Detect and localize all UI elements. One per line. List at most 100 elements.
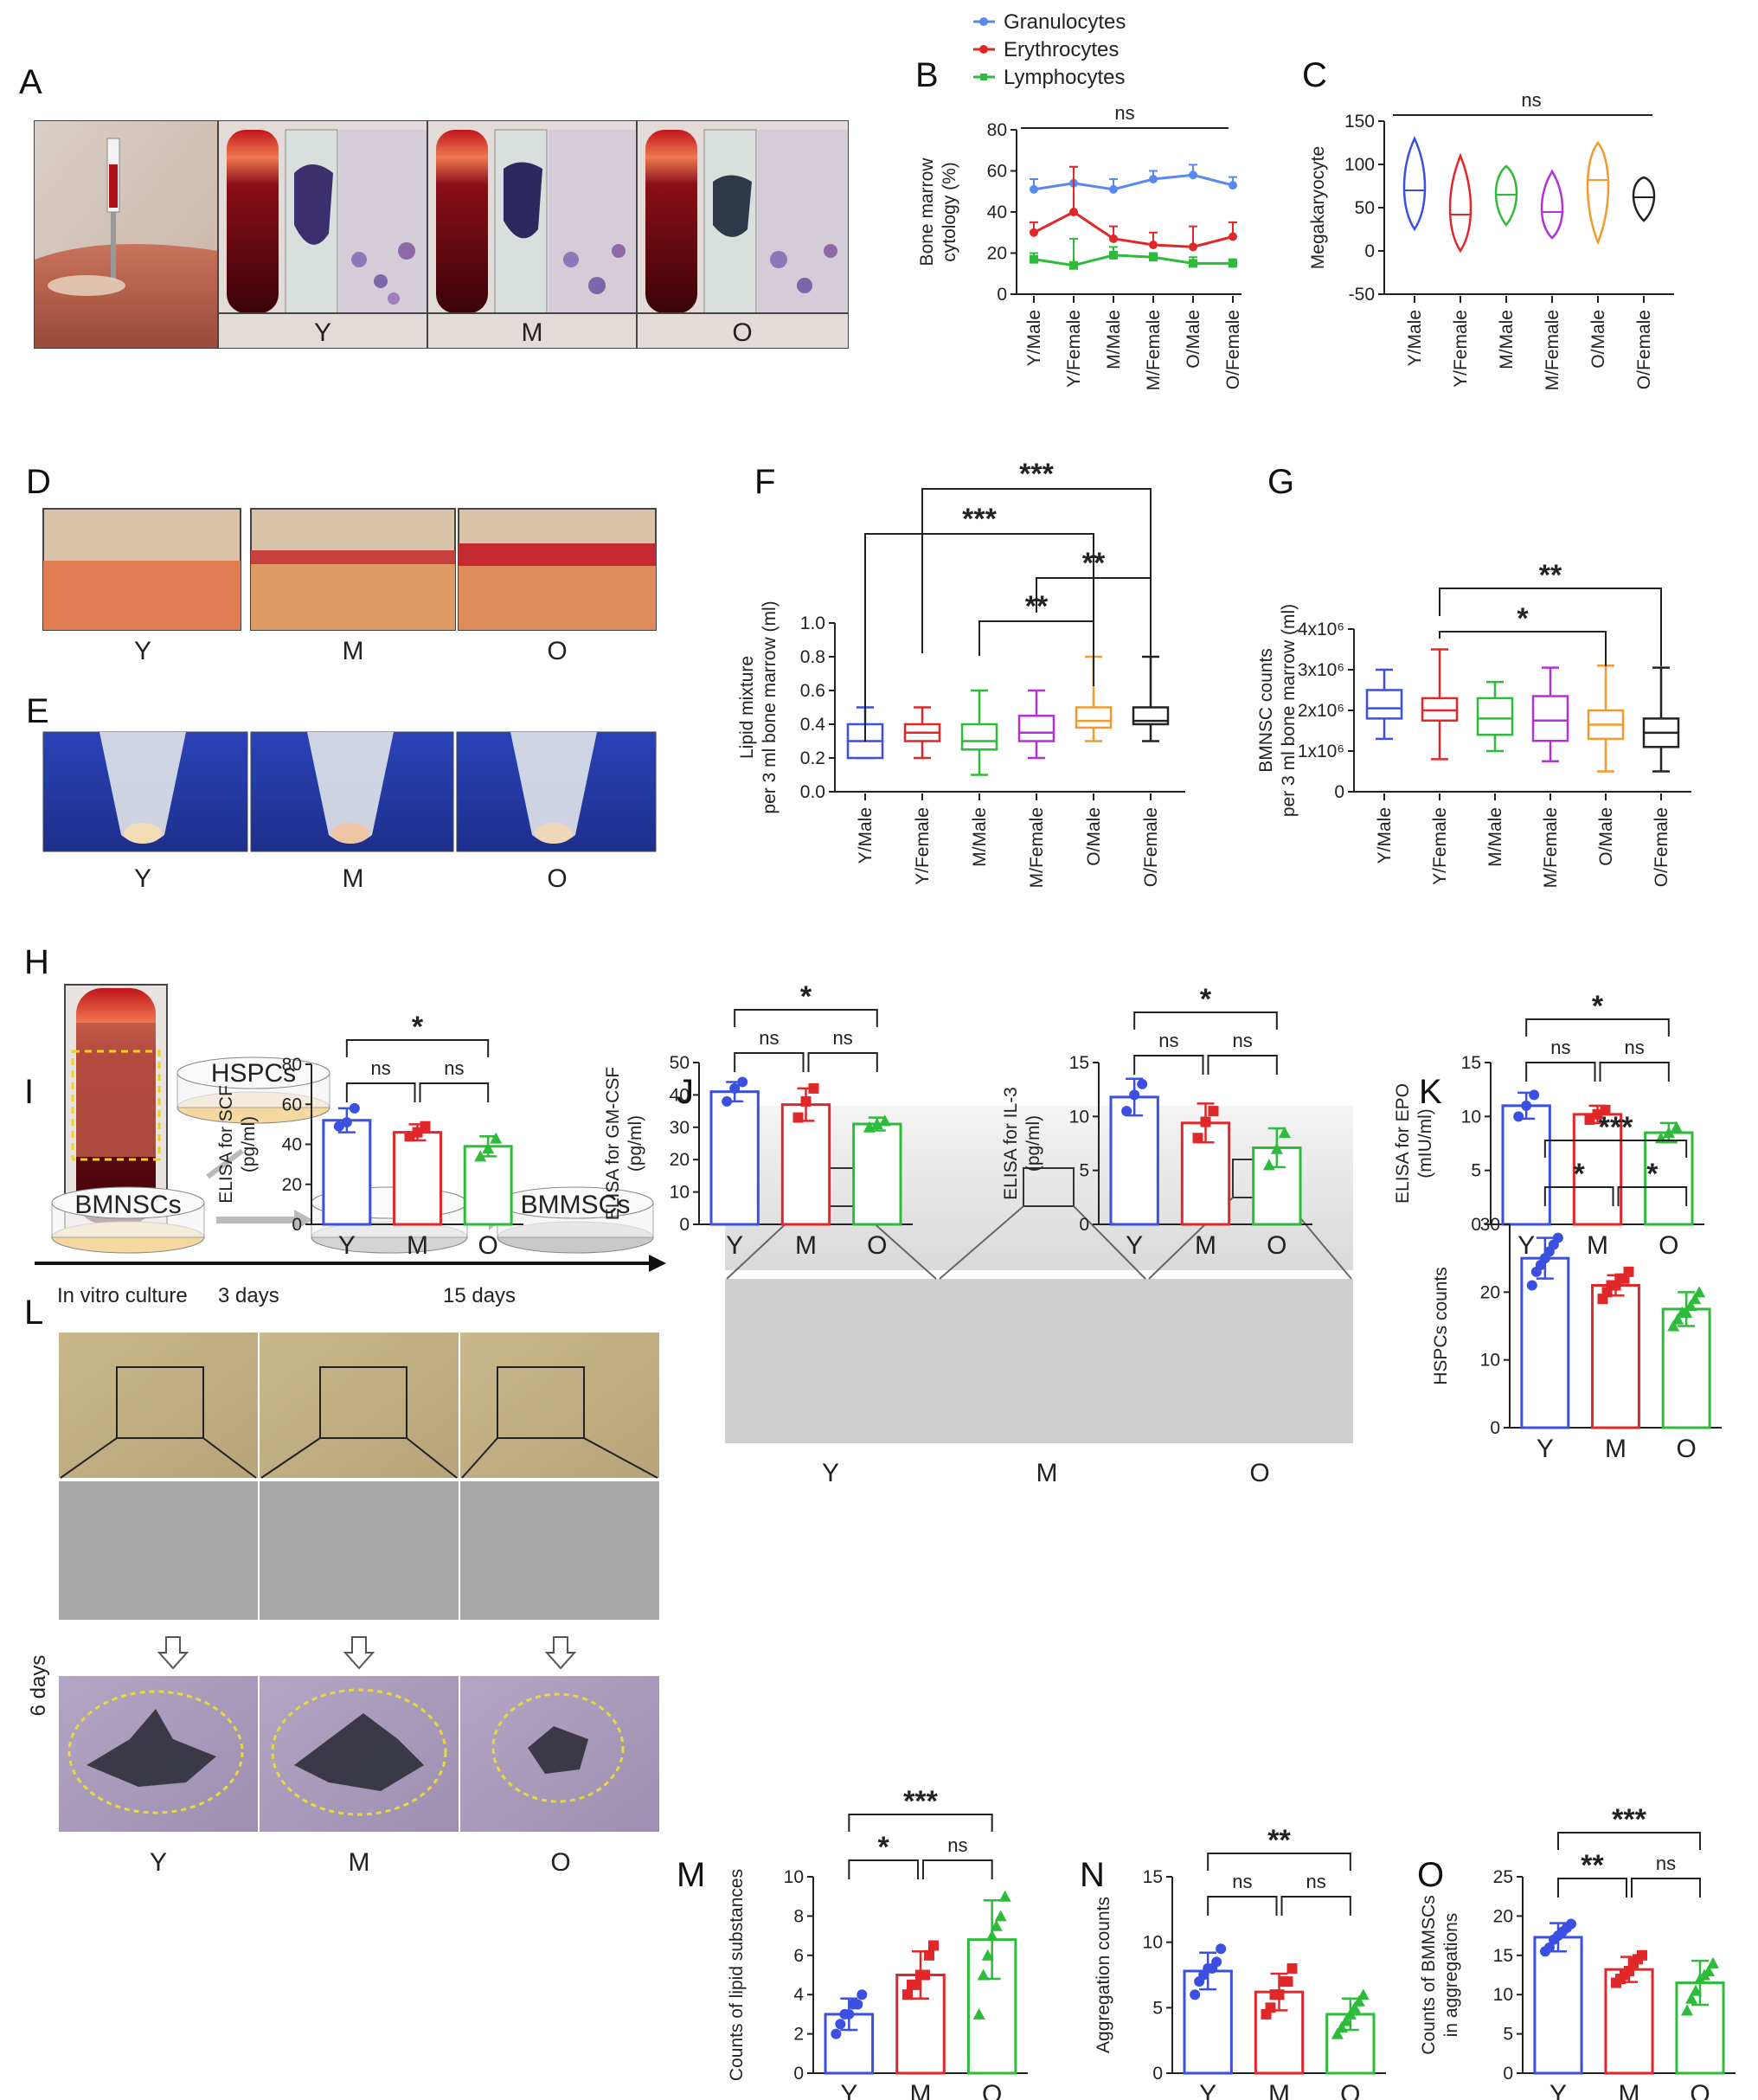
y-tick-label: 1x10⁶ [1298,742,1344,761]
sig-label: * [800,980,812,1013]
chart-b: 0 20 40 60 80 Bone marrow cytology (%) Y/Male Y/… [917,102,1243,390]
data-point [1624,1965,1634,1976]
sig-bracket [1543,1186,1614,1206]
data-point [1684,1300,1697,1311]
bar [709,1090,760,1226]
panel-letter-d: D [26,463,51,501]
y-tick-label: 10 [1143,1933,1163,1953]
data-point [490,1132,503,1144]
data-point [1707,1956,1719,1968]
y-tick-label: 5 [1079,1161,1089,1181]
sig-bracket [921,488,1152,653]
x-tick-label: Y/Female [1430,807,1450,885]
violin [1448,152,1472,254]
box [1075,706,1113,729]
x-tick-label: O/Female [1223,310,1243,389]
y-tick-label: 60 [282,1095,302,1114]
data-point [1526,1280,1537,1291]
data-point [1149,241,1158,249]
bar [322,1119,372,1226]
data-point [1552,1232,1563,1243]
sig-bracket [1207,1896,1278,1916]
data-point [1339,2014,1352,2026]
series-line [1033,173,1234,191]
panel-a-label-y: Y [314,318,331,347]
y-tick-label: 0 [292,1215,302,1235]
y-tick-label: 100 [1344,155,1375,175]
y-tick-label: 150 [1344,112,1375,132]
y-axis-label: ELISA for IL-3 [1001,1087,1021,1200]
y-tick-label: 15 [1493,1946,1513,1966]
legend-b: Granulocytes Erythrocytes Lymphocytes [973,10,1126,89]
data-point [722,1095,733,1107]
data-point [1637,1949,1647,1961]
sig-bracket [1207,1853,1351,1871]
sig-bracket [1133,1011,1278,1030]
x-tick-label: M/Male [1497,310,1517,369]
y-tick-label: 10 [670,1183,690,1203]
bar [1501,1104,1551,1226]
data-point [1667,1320,1680,1332]
y-axis-label: Counts of BMMSCs [1419,1895,1439,2054]
data-point [1229,259,1237,268]
data-point [924,1949,934,1961]
panel-e-label-o: O [547,864,567,893]
data-point [1623,1266,1634,1277]
x-tick-label: O/Female [1634,310,1654,389]
y-tick-label: 20 [282,1175,302,1195]
data-point [1670,1121,1683,1133]
violin [1540,169,1564,240]
sig-label: * [1574,1158,1586,1191]
y-axis-label: ELISA for SCF [216,1085,236,1204]
y-axis-label-2: per 3 ml bone marrow (ml) [760,600,780,813]
sig-bracket [1439,631,1607,666]
sig-bracket [1439,588,1662,666]
sig-label: * [878,1831,890,1864]
y-tick-label: 0 [793,2064,804,2084]
bar [1644,1131,1694,1226]
data-point [1109,234,1118,243]
three-days-label: 3 days [218,1284,279,1307]
data-point [1348,2001,1361,2013]
y-tick-label: 3x10⁶ [1298,660,1344,680]
data-point [1693,1286,1706,1298]
x-tick-label: M/Female [1543,310,1562,390]
violin [1586,140,1610,246]
y-tick-label: 0.4 [800,715,826,735]
violin [1402,135,1427,232]
data-point [994,1910,1007,1922]
sig-label: ns [1158,1030,1178,1051]
y-tick-label: 10 [1493,1985,1513,2005]
data-point [341,1117,352,1128]
x-tick-label: O [1690,2080,1710,2100]
y-tick-label: 8 [793,1906,804,1926]
bar [1533,1936,1583,2075]
y-tick-label: 50 [670,1053,690,1073]
sig-bracket [345,1082,416,1102]
panel-letter-o: O [1417,1856,1444,1894]
x-tick-label: M [1195,1231,1216,1260]
y-tick-label: 10 [1480,1351,1500,1371]
panel-l-label-m: M [349,1848,370,1877]
sig-bracket [922,1859,993,1879]
x-tick-label: M [795,1231,817,1260]
tube-photo-y [218,121,427,348]
sig-bracket [1036,577,1152,686]
panel-letter-n: N [1080,1856,1105,1894]
sig-bracket [1617,1186,1688,1206]
y-axis-label: ELISA for GM-CSF [603,1067,623,1220]
x-tick-label: M/Male [970,807,990,867]
sig-label: *** [1599,1111,1633,1144]
sig-label: ns [759,1027,779,1049]
data-point [1190,1989,1201,2000]
sig-bracket [734,1009,878,1027]
data-point [1681,2004,1693,2016]
data-point [1521,1100,1532,1111]
x-tick-label: O/Male [1588,310,1608,369]
data-point [1030,254,1038,264]
x-tick-label: Y [1537,1435,1554,1463]
data-point [1200,1116,1211,1127]
data-point [990,1919,1003,1931]
data-point [878,1114,891,1127]
